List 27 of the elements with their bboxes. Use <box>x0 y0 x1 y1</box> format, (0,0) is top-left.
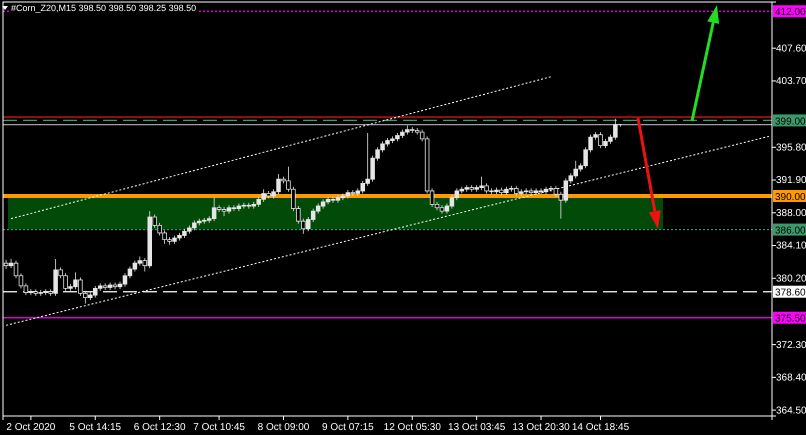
ref-line-label: 378.60 <box>775 288 806 299</box>
y-tick-label: 368.40 <box>776 372 806 384</box>
y-tick-label: 372.30 <box>776 340 806 351</box>
x-tick-label: 6 Oct 12:30 <box>134 422 186 434</box>
y-tick-label: 395.80 <box>776 142 806 154</box>
x-tick-label: 13 Oct 03:45 <box>448 422 506 434</box>
chart-title: #Corn_Z20,M15 398.50 398.50 398.25 398.50 <box>11 3 196 13</box>
x-tick-label: 8 Oct 09:00 <box>258 422 310 434</box>
ref-line-label: 386.00 <box>775 226 806 237</box>
y-tick-label: 403.70 <box>776 76 806 88</box>
x-tick-label: 7 Oct 10:45 <box>193 422 246 434</box>
ref-line-label: 399.00 <box>775 116 806 128</box>
x-tick-label: 9 Oct 07:15 <box>322 422 374 434</box>
x-tick-label: 5 Oct 14:15 <box>69 422 122 434</box>
x-tick-label: 2 Oct 2020 <box>6 422 56 434</box>
ref-line-label: 375.50 <box>775 314 806 325</box>
ref-line-label: 390.00 <box>775 192 806 203</box>
ref-line-label: 412.00 <box>775 7 806 18</box>
y-tick-label: 364.50 <box>776 405 806 416</box>
y-tick-label: 380.20 <box>776 273 806 284</box>
x-tick-label: 14 Oct 18:45 <box>572 422 630 434</box>
y-tick-label: 391.90 <box>776 175 806 186</box>
y-tick-label: 388.00 <box>776 208 806 219</box>
y-tick-label: 384.10 <box>776 240 806 252</box>
y-tick-label: 407.60 <box>776 43 806 54</box>
x-tick-label: 13 Oct 20:30 <box>512 422 570 434</box>
x-tick-label: 12 Oct 05:30 <box>384 422 442 434</box>
